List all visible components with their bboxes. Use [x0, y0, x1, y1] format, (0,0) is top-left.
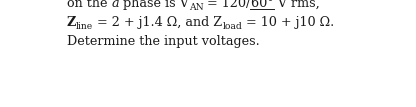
Text: a: a [111, 0, 119, 10]
Text: 60° V rms,: 60° V rms, [250, 0, 319, 10]
Text: AN: AN [189, 3, 203, 12]
Text: = 120: = 120 [203, 0, 246, 10]
Text: Determine the input voltages.: Determine the input voltages. [67, 34, 260, 48]
Text: /: / [246, 0, 250, 10]
Text: Z: Z [67, 16, 76, 29]
Text: = 10 + j10 Ω.: = 10 + j10 Ω. [242, 16, 334, 29]
Text: on the: on the [67, 0, 111, 10]
Text: phase is V: phase is V [119, 0, 189, 10]
Text: line: line [76, 22, 93, 30]
Text: = 2 + j1.4 Ω, and Z: = 2 + j1.4 Ω, and Z [93, 16, 222, 29]
Text: load: load [222, 22, 242, 30]
